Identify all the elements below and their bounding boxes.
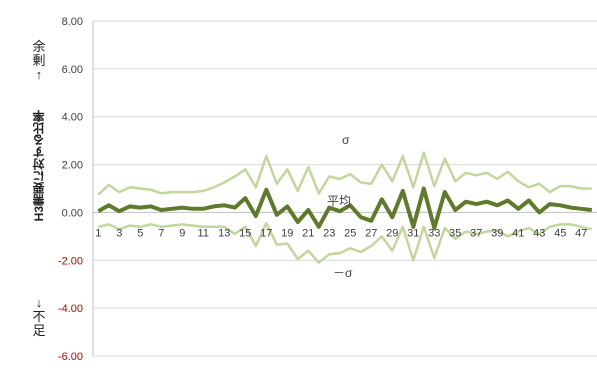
y-tick-label: 4.00 <box>62 112 83 124</box>
x-tick-label: 29 <box>386 227 398 239</box>
x-tick-label: 45 <box>554 227 566 239</box>
x-tick-label: 11 <box>198 227 209 239</box>
x-tick-label: 21 <box>302 227 314 239</box>
surplus-label: 余剰 ↑ <box>30 40 48 82</box>
x-tick-label: 39 <box>491 227 503 239</box>
x-tick-label: 25 <box>344 227 356 239</box>
series-line-sigma <box>97 151 592 196</box>
x-tick-label: 15 <box>239 227 251 239</box>
x-tick-label: 31 <box>407 227 419 239</box>
series-line-mean <box>97 186 593 230</box>
x-tick-label: 43 <box>533 227 545 239</box>
y-tick-labels: 8.00 6.00 4.00 2.00 0.00 -2.00 -4.00 -6.00 <box>58 16 83 363</box>
series-line-minus-sigma <box>98 221 593 264</box>
x-tick-label: 37 <box>470 227 482 239</box>
x-tick-labels: 1 3 5 7 9 11 13 15 17 19 21 23 25 27 29 31 33 35 37 39 41 43 4… <box>95 227 587 239</box>
x-tick-label: 19 <box>281 227 293 239</box>
x-tick-label: 35 <box>449 227 461 239</box>
side-label-char: ↑ <box>35 67 43 82</box>
x-tick-label: 27 <box>365 227 377 239</box>
gridlines <box>92 20 597 357</box>
mean-annotation: 平均 <box>327 194 351 208</box>
x-tick-label: 9 <box>179 227 185 239</box>
y-tick-label: -2.00 <box>58 255 83 267</box>
x-tick-label: 1 <box>95 227 101 239</box>
shortage-label: ↓ 不足 <box>30 296 48 338</box>
y-tick-label: 2.00 <box>62 160 83 172</box>
series-lines <box>97 151 593 264</box>
sigma-annotation: σ <box>342 133 350 147</box>
side-label-char: 余 <box>32 39 46 54</box>
x-tick-label: 3 <box>116 227 122 239</box>
y-tick-label: -4.00 <box>58 303 83 315</box>
x-tick-label: 7 <box>158 227 164 239</box>
side-label-char: ↓ <box>35 295 43 310</box>
y-tick-label: -6.00 <box>58 351 83 363</box>
annotations: σ 平均 －σ <box>327 133 353 280</box>
x-tick-label: 41 <box>512 227 524 239</box>
side-label-char: 不 <box>32 309 46 324</box>
side-label-char: 足 <box>32 323 46 338</box>
y-tick-label: 8.00 <box>62 16 83 28</box>
y-axis-label: H3需要に対する比率 <box>32 110 46 222</box>
x-tick-label: 23 <box>323 227 335 239</box>
x-tick-label: 17 <box>260 227 272 239</box>
x-tick-label: 47 <box>575 227 587 239</box>
x-tick-label: 13 <box>218 227 230 239</box>
x-tick-label: 33 <box>428 227 440 239</box>
minus-sigma-annotation: －σ <box>333 266 353 280</box>
y-tick-label: 0.00 <box>62 207 83 219</box>
side-label-char: 剰 <box>32 53 46 68</box>
y-tick-label: 6.00 <box>62 64 83 76</box>
x-tick-label: 5 <box>137 227 143 239</box>
